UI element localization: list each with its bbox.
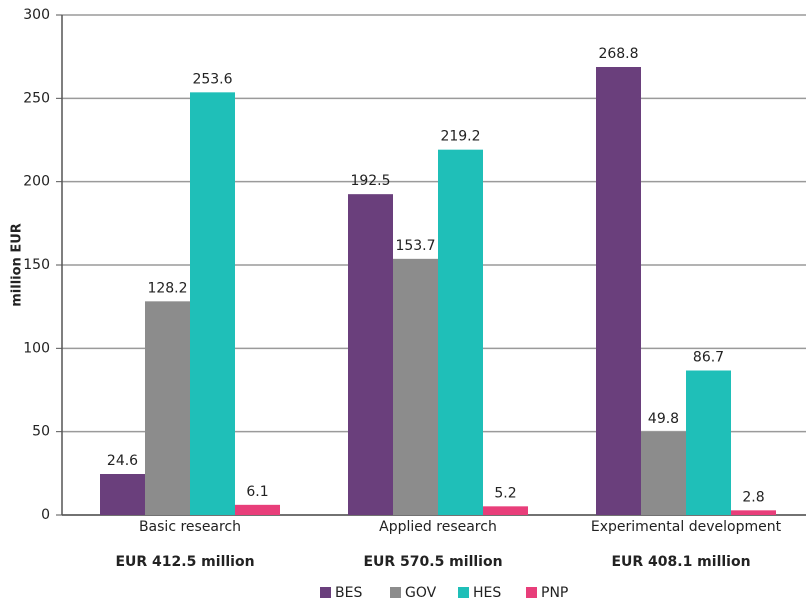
- y-tick-label: 0: [41, 507, 50, 523]
- category-total: EUR 570.5 million: [363, 554, 502, 570]
- x-tick-label: Applied research: [379, 519, 497, 535]
- category-total: EUR 412.5 million: [115, 554, 254, 570]
- legend-label: HES: [473, 585, 501, 601]
- legend-label: GOV: [405, 585, 437, 601]
- data-label: 5.2: [494, 485, 516, 501]
- x-tick-label: Basic research: [139, 519, 241, 535]
- y-tick-label: 150: [23, 257, 50, 273]
- bar: [641, 432, 686, 515]
- bar: [235, 504, 280, 515]
- bar: [393, 258, 438, 515]
- y-tick-label: 250: [23, 90, 50, 106]
- bar: [145, 301, 190, 515]
- legend-swatch: [320, 587, 331, 598]
- data-label: 49.8: [648, 411, 679, 427]
- bar: [731, 510, 776, 515]
- data-label: 6.1: [246, 484, 268, 500]
- bar: [348, 194, 393, 515]
- bar: [100, 474, 145, 515]
- bar: [596, 67, 641, 515]
- data-label: 153.7: [395, 238, 435, 254]
- x-tick-label: Experimental development: [591, 519, 782, 535]
- legend-label: BES: [335, 585, 362, 601]
- data-label: 219.2: [440, 129, 480, 145]
- bar: [686, 370, 731, 515]
- data-label: 128.2: [147, 280, 187, 296]
- legend-swatch: [458, 587, 469, 598]
- y-tick-label: 200: [23, 174, 50, 190]
- data-label: 268.8: [598, 46, 638, 62]
- category-total: EUR 408.1 million: [611, 554, 750, 570]
- y-tick-label: 300: [23, 7, 50, 23]
- data-label: 2.8: [742, 489, 764, 505]
- y-tick-label: 100: [23, 340, 50, 356]
- legend-swatch: [390, 587, 401, 598]
- y-axis-label: million EUR: [10, 223, 25, 307]
- bar: [190, 92, 235, 515]
- data-label: 86.7: [693, 350, 724, 366]
- data-label: 192.5: [350, 173, 390, 189]
- data-label: 253.6: [192, 71, 232, 87]
- y-tick-label: 50: [32, 424, 50, 440]
- bar: [483, 506, 528, 515]
- bar: [438, 149, 483, 515]
- legend-label: PNP: [541, 585, 568, 601]
- legend-swatch: [526, 587, 537, 598]
- data-label: 24.6: [107, 453, 138, 469]
